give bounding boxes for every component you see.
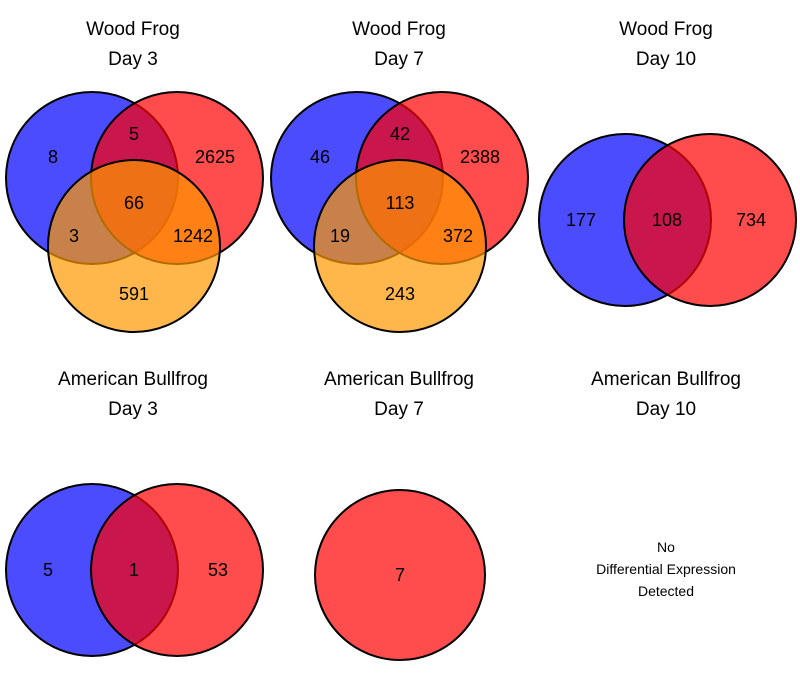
region-b-only: 2625 [195, 147, 235, 167]
day-label: Day 10 [635, 49, 697, 70]
region-ab: 5 [129, 124, 139, 144]
species-label: Wood Frog [86, 19, 180, 40]
species-label: American Bullfrog [591, 369, 741, 390]
region-ac: 19 [330, 226, 350, 246]
region-bc: 372 [443, 226, 473, 246]
day-label: Day 7 [374, 399, 424, 420]
day-label: Day 3 [108, 399, 158, 420]
venn-wood-frog-day3: 8 5 2625 66 3 1242 591 [5, 91, 264, 333]
region-ac: 3 [69, 226, 79, 246]
message-line: Detected [637, 583, 695, 599]
region-ab: 1 [129, 560, 139, 580]
region-bc: 1242 [173, 226, 213, 246]
region-b-only: 53 [208, 560, 228, 580]
venn-bullfrog-day3: 5 1 53 [5, 483, 264, 657]
region-abc: 113 [386, 193, 415, 213]
region-ab: 108 [652, 210, 682, 230]
panel-title-bullfrog-day3: American Bullfrog Day 3 [0, 365, 266, 425]
region-a-only: 46 [310, 147, 330, 167]
venn-wood-frog-day7: 46 42 2388 113 19 372 243 [270, 91, 529, 333]
region-c-only: 243 [385, 284, 415, 304]
message-line: No [657, 539, 675, 555]
region-a-only: 177 [566, 210, 596, 230]
set-c-circle [313, 159, 487, 333]
panel-title-bullfrog-day10: American Bullfrog Day 10 [533, 365, 799, 425]
panel-title-wood-frog-day10: Wood Frog Day 10 [533, 15, 799, 75]
region-b-only: 2388 [460, 147, 500, 167]
set-b-circle [623, 133, 797, 307]
species-label: Wood Frog [352, 19, 446, 40]
region-b-only: 734 [736, 210, 766, 230]
species-label: American Bullfrog [324, 369, 474, 390]
region-abc: 66 [124, 193, 144, 213]
region-b-only: 7 [395, 565, 405, 585]
no-data-message: No Differential Expression Detected [533, 536, 799, 602]
set-b-circle [314, 489, 486, 661]
day-label: Day 3 [108, 49, 158, 70]
region-a-only: 5 [43, 560, 53, 580]
message-line: Differential Expression [596, 561, 736, 577]
day-label: Day 10 [635, 399, 697, 420]
region-a-only: 8 [48, 147, 58, 167]
set-b-circle [90, 483, 264, 657]
set-c-circle [47, 159, 221, 333]
species-label: American Bullfrog [58, 369, 208, 390]
region-ab: 42 [390, 124, 410, 144]
day-label: Day 7 [374, 49, 424, 70]
species-label: Wood Frog [619, 19, 713, 40]
venn-wood-frog-day10: 177 108 734 [538, 133, 797, 307]
panel-title-wood-frog-day7: Wood Frog Day 7 [266, 15, 532, 75]
region-c-only: 591 [119, 284, 149, 304]
panel-title-wood-frog-day3: Wood Frog Day 3 [0, 15, 266, 75]
venn-bullfrog-day7: 7 [314, 489, 486, 661]
panel-title-bullfrog-day7: American Bullfrog Day 7 [266, 365, 532, 425]
